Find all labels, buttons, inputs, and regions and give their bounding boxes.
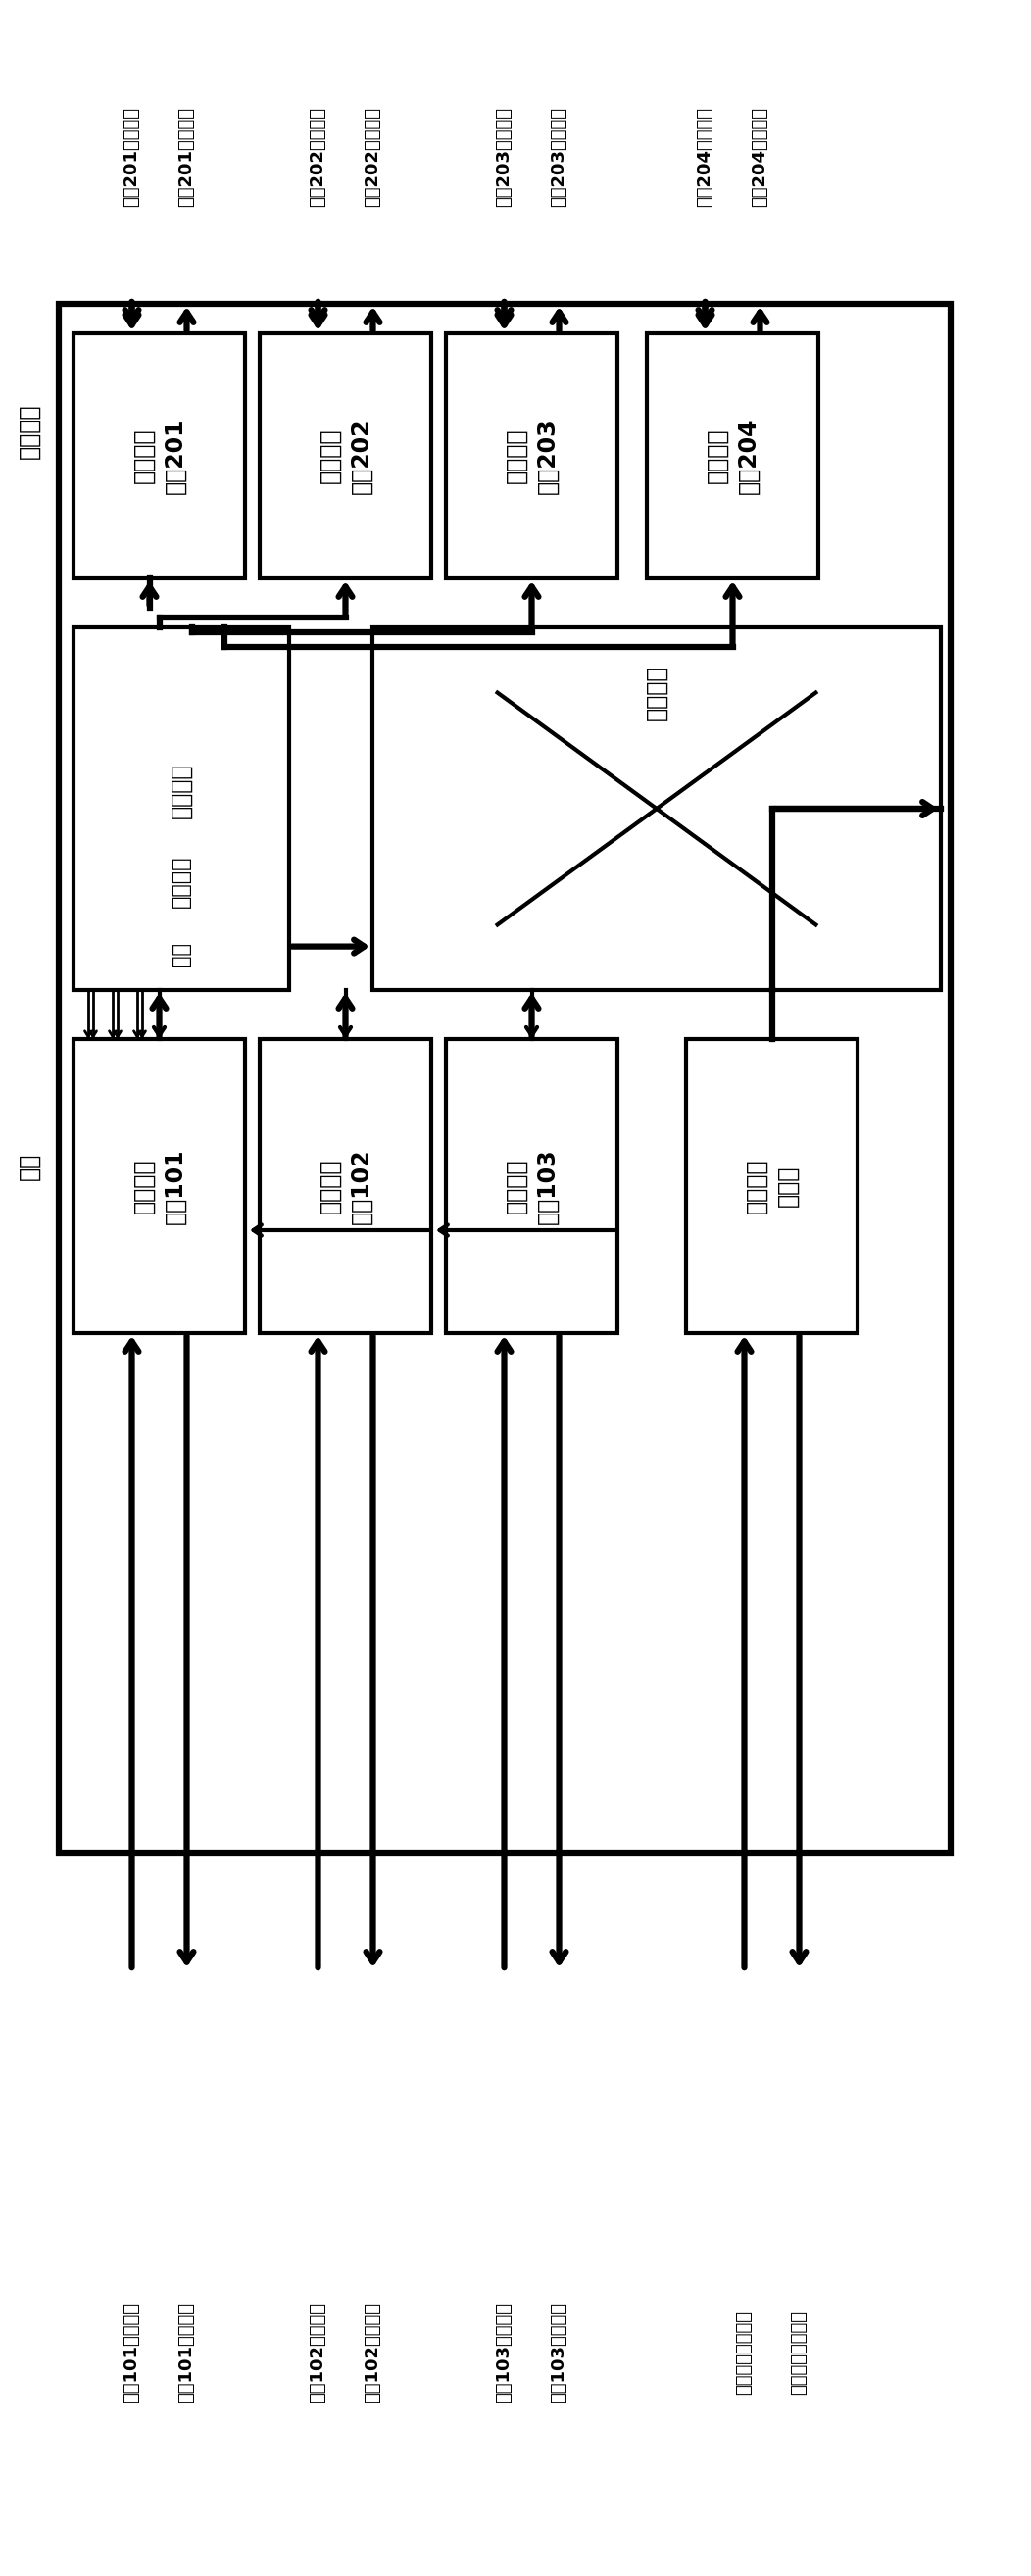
Text: 交叉开关: 交叉开关	[644, 665, 668, 721]
Text: 死锁控制信息输入: 死锁控制信息输入	[735, 2311, 754, 2396]
Text: 死锁控制信息输出: 死锁控制信息输出	[791, 2311, 808, 2396]
Text: 垂直输出
端口202: 垂直输出 端口202	[319, 417, 373, 495]
Text: 端口101输入数据: 端口101输入数据	[178, 2303, 196, 2403]
Text: 端口201输入流控: 端口201输入流控	[123, 106, 140, 206]
Text: 端口103输入数据: 端口103输入数据	[551, 2303, 568, 2403]
Bar	[446, 332, 618, 580]
Text: 开关仲裁: 开关仲裁	[169, 762, 193, 819]
Text: 端口202输入流控: 端口202输入流控	[309, 106, 327, 206]
Bar	[686, 1038, 858, 1334]
Text: 垂直输入
端口102: 垂直输入 端口102	[319, 1149, 373, 1224]
Bar	[372, 629, 941, 989]
Text: 端口202输出数据: 端口202输出数据	[364, 106, 381, 206]
Text: 本地输入
端口103: 本地输入 端口103	[504, 1149, 559, 1224]
Bar	[73, 332, 245, 580]
Text: 水平输出
端口201: 水平输出 端口201	[132, 417, 187, 495]
Bar	[646, 332, 819, 580]
Text: 允许: 允许	[18, 1151, 41, 1180]
Bar	[446, 1038, 618, 1334]
Bar	[260, 332, 431, 580]
Bar	[260, 1038, 431, 1334]
Text: 端口102输入数据: 端口102输入数据	[364, 2303, 381, 2403]
Bar	[59, 304, 951, 1852]
Text: 端口204输入流控: 端口204输入流控	[696, 106, 713, 206]
Text: 端口201输出数据: 端口201输出数据	[178, 106, 196, 206]
Bar	[73, 629, 289, 989]
Text: 水平输入
端口101: 水平输入 端口101	[132, 1149, 187, 1224]
Bar	[73, 1038, 245, 1334]
Text: 端口203输入流控: 端口203输入流控	[496, 106, 513, 206]
Text: 端口204输出数据: 端口204输出数据	[752, 106, 769, 206]
Text: 输出控制: 输出控制	[18, 404, 41, 459]
Text: 本地输出
端口203: 本地输出 端口203	[504, 417, 559, 495]
Text: 本地输出
端口204: 本地输出 端口204	[705, 417, 760, 495]
Text: 端口103输出流控: 端口103输出流控	[496, 2303, 513, 2403]
Text: 端口203输出数据: 端口203输出数据	[551, 106, 568, 206]
Text: 端口102输出流控: 端口102输出流控	[309, 2303, 327, 2403]
Text: 请求: 请求	[171, 940, 191, 966]
Text: 死锁控制
器模块: 死锁控制 器模块	[744, 1159, 799, 1213]
Text: 端口101输出流控: 端口101输出流控	[123, 2303, 140, 2403]
Text: 开关选择: 开关选择	[171, 855, 191, 907]
